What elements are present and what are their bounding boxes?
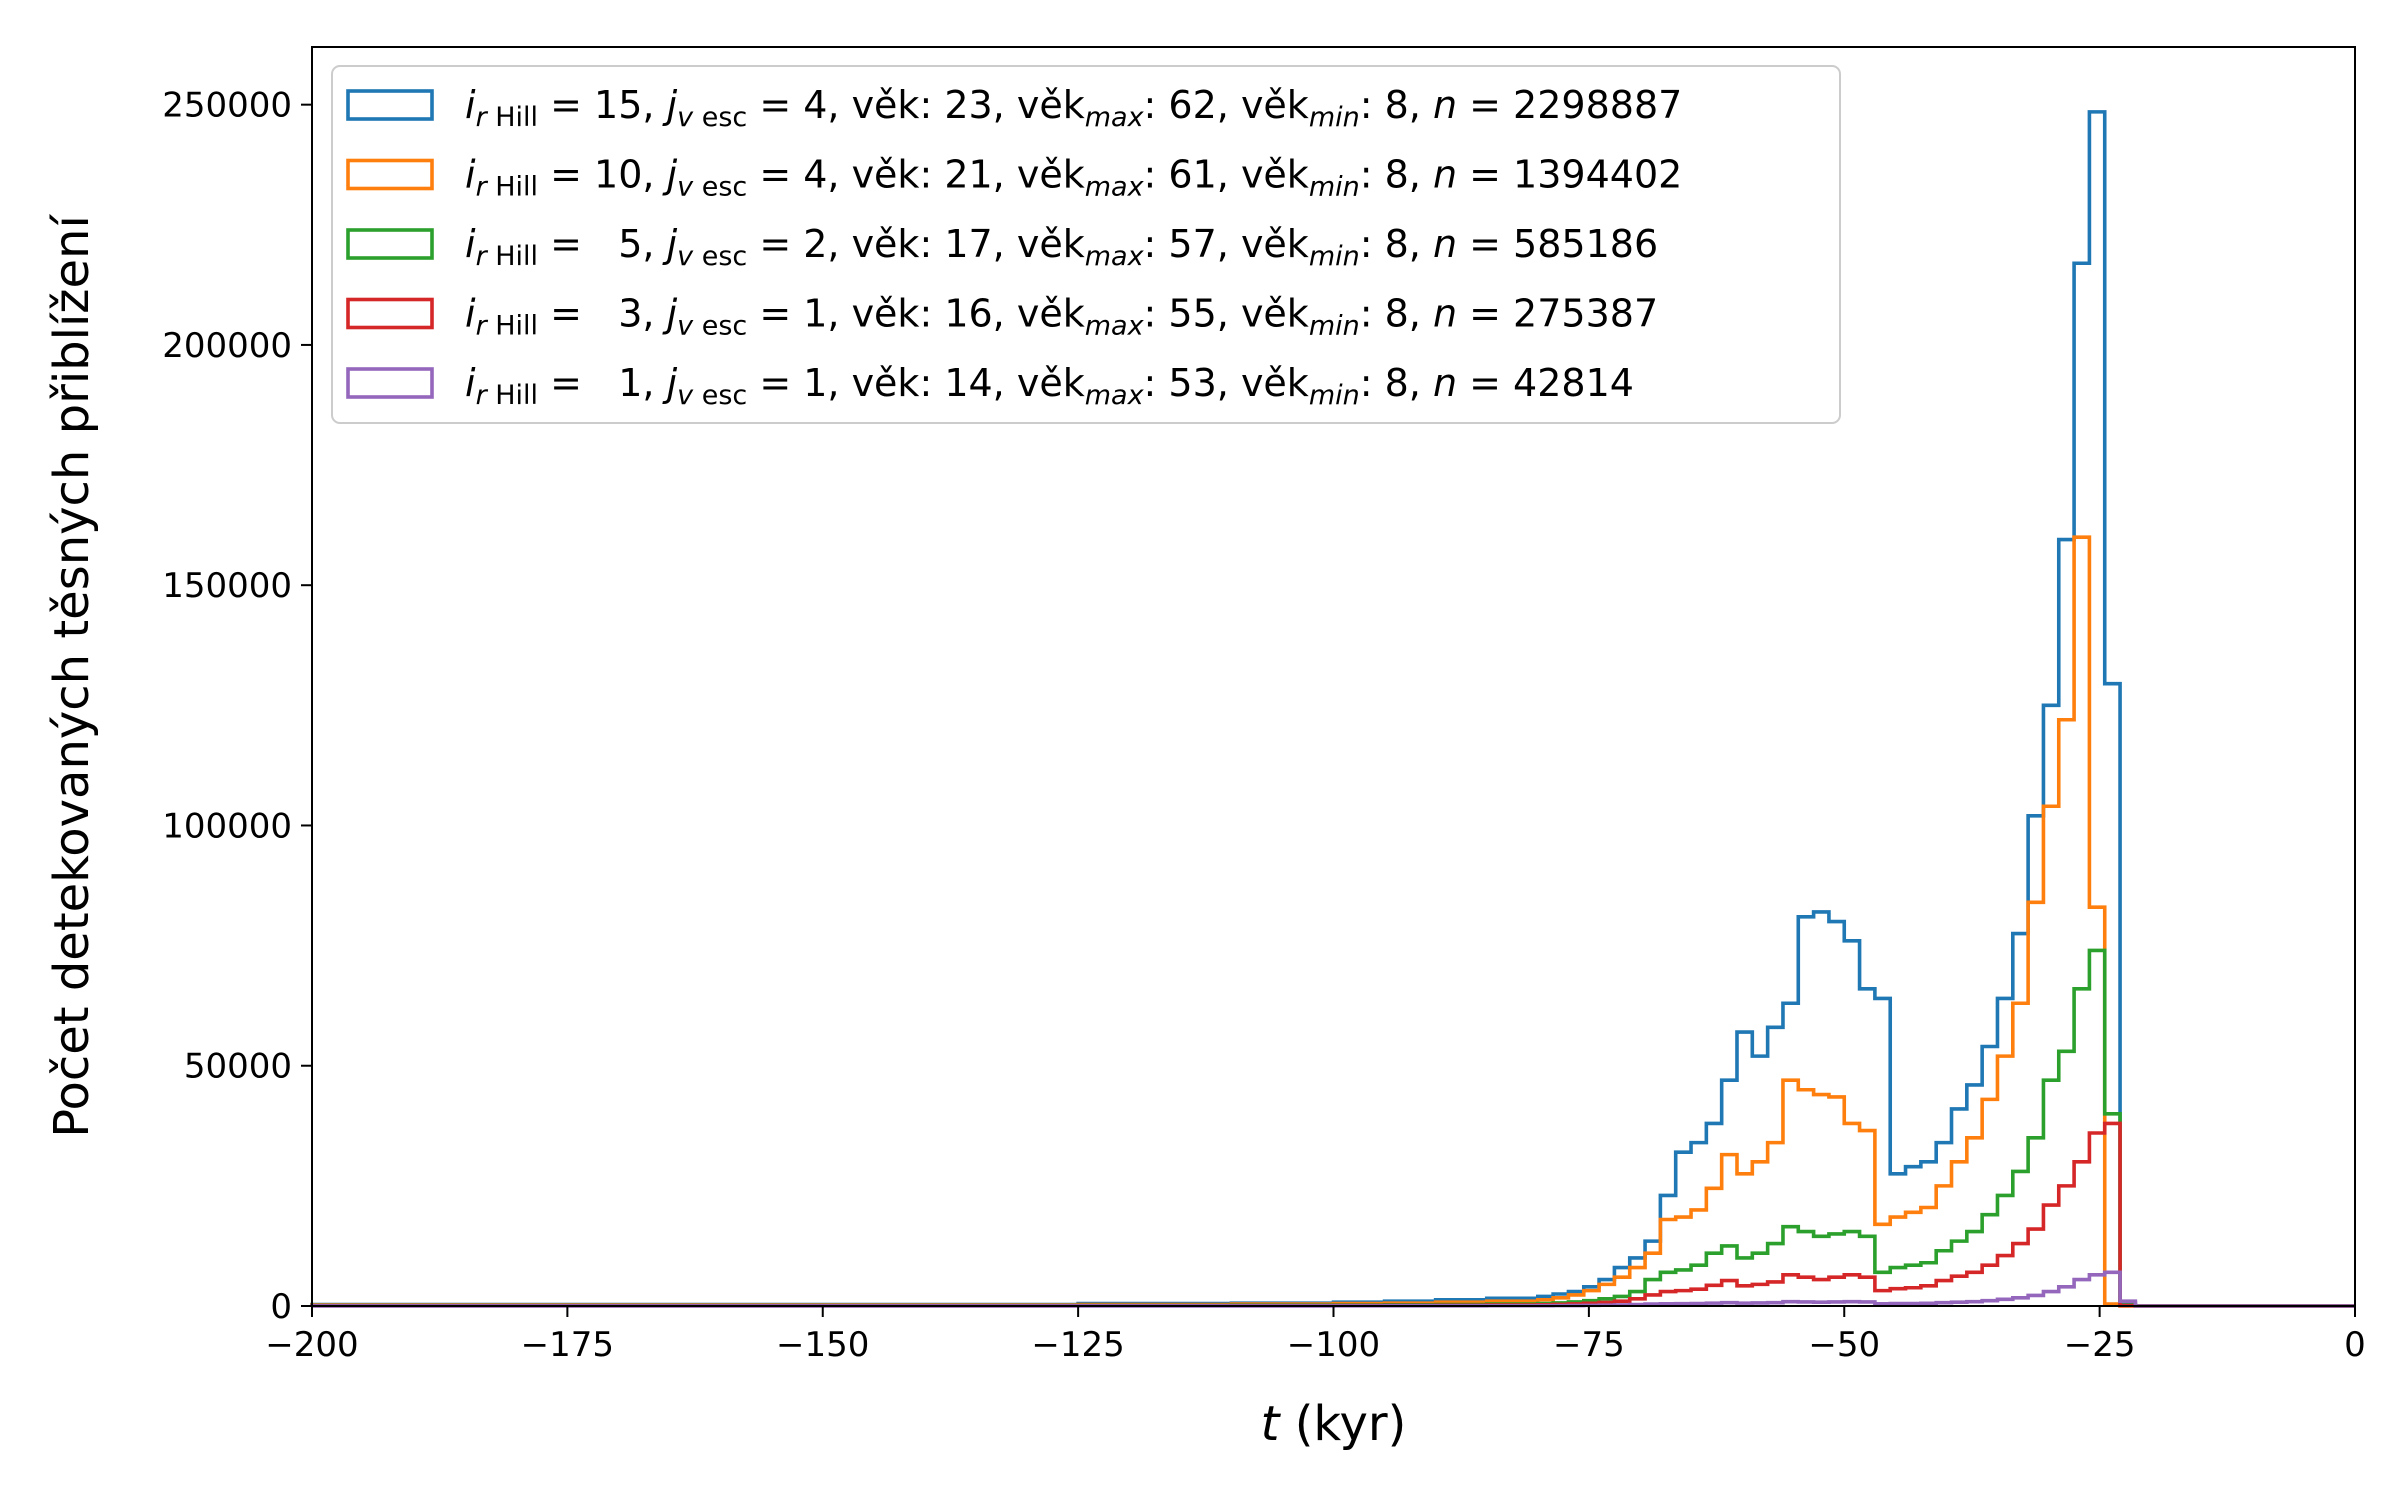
legend-label-5: ir Hill = 1, jv esc = 1, věk: 14, věkmax… bbox=[465, 361, 1634, 411]
histogram-series-3 bbox=[310, 948, 2355, 1308]
x-tick-label: −200 bbox=[265, 1325, 358, 1365]
legend-swatch-4 bbox=[346, 297, 434, 330]
legend-swatch-3 bbox=[346, 228, 434, 260]
legend-label-4: ir Hill = 3, jv esc = 1, věk: 16, věkmax… bbox=[465, 292, 1658, 342]
histogram-series-4 bbox=[310, 1121, 2355, 1308]
x-tick-label: −50 bbox=[1808, 1325, 1880, 1365]
legend-swatch-1 bbox=[346, 89, 434, 121]
legend-label-1: ir Hill = 15, jv esc = 4, věk: 23, věkma… bbox=[465, 83, 1682, 133]
histogram-series-2 bbox=[310, 535, 2355, 1308]
legend-swatch-5 bbox=[346, 367, 434, 399]
y-tick-label: 250000 bbox=[162, 86, 292, 126]
legend-swatch-2 bbox=[346, 158, 434, 191]
histogram-series-1 bbox=[310, 110, 2355, 1308]
x-tick-label: 0 bbox=[2344, 1325, 2366, 1365]
x-axis-title: t (kyr) bbox=[1261, 1396, 1407, 1452]
x-tick-label: −175 bbox=[521, 1325, 614, 1365]
x-tick-label: −100 bbox=[1287, 1325, 1380, 1365]
y-tick-label: 0 bbox=[270, 1287, 292, 1327]
axis-ticks-layer: −200 −175 −150 −125 −100 −75 −50 −25 0 0 50000 1000… bbox=[162, 86, 2366, 1365]
y-tick-label: 50000 bbox=[184, 1047, 292, 1087]
x-tick-label: −75 bbox=[1553, 1325, 1625, 1365]
y-tick-label: 200000 bbox=[162, 326, 292, 366]
x-axis-variable: t bbox=[1261, 1396, 1282, 1452]
x-tick-label: −125 bbox=[1031, 1325, 1124, 1365]
legend: ir Hill = 15, jv esc = 4, věk: 23, věkma… bbox=[331, 65, 1841, 424]
x-tick-label: −25 bbox=[2064, 1325, 2136, 1365]
legend-box bbox=[331, 65, 1841, 424]
y-tick-label: 150000 bbox=[162, 566, 292, 606]
y-tick-label: 100000 bbox=[162, 806, 292, 846]
legend-label-3: ir Hill = 5, jv esc = 2, věk: 17, věkmax… bbox=[465, 222, 1658, 272]
legend-label-2: ir Hill = 10, jv esc = 4, věk: 21, věkma… bbox=[465, 153, 1682, 203]
x-tick-label: −150 bbox=[776, 1325, 869, 1365]
x-axis-unit: (kyr) bbox=[1279, 1396, 1406, 1452]
y-axis-title: Počet detekovaných těsných přiblížení bbox=[44, 214, 100, 1138]
